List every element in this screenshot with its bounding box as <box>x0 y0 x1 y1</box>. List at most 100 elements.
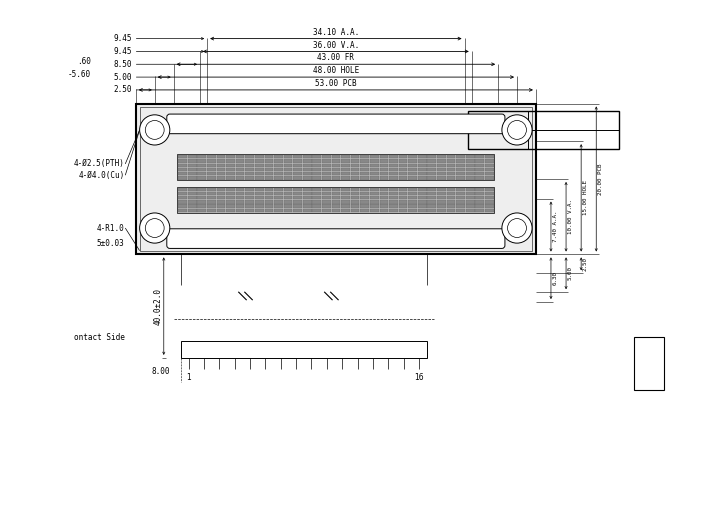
Bar <box>418 172 427 176</box>
Bar <box>379 192 388 195</box>
Bar <box>188 163 196 167</box>
Bar <box>466 168 475 171</box>
Bar <box>197 192 206 195</box>
Bar <box>466 176 475 180</box>
Bar <box>197 188 206 191</box>
Bar <box>351 200 359 204</box>
Bar <box>303 204 312 208</box>
Bar <box>447 204 455 208</box>
Bar <box>351 155 359 158</box>
Bar <box>351 188 359 191</box>
Bar <box>485 163 494 167</box>
Bar <box>351 196 359 199</box>
Bar <box>265 204 273 208</box>
Bar <box>217 200 225 204</box>
Bar <box>351 159 359 162</box>
Bar <box>361 200 369 204</box>
Bar <box>466 209 475 212</box>
Bar <box>188 204 196 208</box>
Bar <box>179 163 187 167</box>
Bar <box>236 163 244 167</box>
Bar <box>274 209 282 212</box>
Bar <box>322 209 331 212</box>
Bar <box>293 159 302 162</box>
Bar <box>418 159 427 162</box>
Bar <box>284 192 293 195</box>
Bar <box>361 209 369 212</box>
Bar <box>217 159 225 162</box>
Bar <box>437 209 446 212</box>
Bar <box>408 176 417 180</box>
Text: 15.00 HOLE: 15.00 HOLE <box>583 180 588 215</box>
Bar <box>197 196 206 199</box>
Bar <box>136 104 536 255</box>
Bar <box>379 176 388 180</box>
Bar <box>313 176 321 180</box>
Bar <box>447 163 455 167</box>
Bar <box>399 168 407 171</box>
Text: 40.0±2.0: 40.0±2.0 <box>153 288 162 325</box>
Bar <box>303 155 312 158</box>
Bar <box>313 209 321 212</box>
Bar <box>379 155 388 158</box>
Text: 43.00 FR: 43.00 FR <box>318 53 354 62</box>
Bar <box>408 159 417 162</box>
Bar <box>255 200 264 204</box>
Bar <box>485 200 494 204</box>
Bar <box>408 192 417 195</box>
Bar <box>389 159 398 162</box>
Bar <box>265 172 273 176</box>
Text: 8.50: 8.50 <box>113 60 132 69</box>
Text: 9.45: 9.45 <box>113 47 132 56</box>
Bar <box>475 209 484 212</box>
Text: 10.00 V.A.: 10.00 V.A. <box>568 199 573 234</box>
Bar <box>389 168 398 171</box>
Bar <box>284 155 293 158</box>
Bar <box>408 155 417 158</box>
Bar <box>475 176 484 180</box>
Bar <box>245 172 254 176</box>
Bar <box>313 196 321 199</box>
Bar <box>322 155 331 158</box>
Bar <box>303 159 312 162</box>
Bar <box>351 172 359 176</box>
Bar <box>447 188 455 191</box>
Bar <box>399 172 407 176</box>
Bar <box>332 196 341 199</box>
Bar <box>197 176 206 180</box>
Bar <box>456 188 465 191</box>
Circle shape <box>502 115 532 145</box>
Bar <box>332 163 341 167</box>
Bar <box>475 200 484 204</box>
Bar <box>245 188 254 191</box>
Bar <box>361 188 369 191</box>
Bar <box>265 188 273 191</box>
Bar <box>475 188 484 191</box>
Circle shape <box>502 213 532 243</box>
Bar <box>245 209 254 212</box>
Bar <box>236 188 244 191</box>
Bar <box>217 155 225 158</box>
Bar <box>408 209 417 212</box>
Bar <box>351 204 359 208</box>
Bar <box>485 192 494 195</box>
Bar <box>313 155 321 158</box>
Bar <box>207 204 216 208</box>
Text: 48.00 HOLE: 48.00 HOLE <box>313 66 359 75</box>
Bar <box>274 155 282 158</box>
Bar <box>313 200 321 204</box>
Bar <box>408 188 417 191</box>
Bar <box>485 196 494 199</box>
Bar <box>447 172 455 176</box>
Bar <box>284 209 293 212</box>
Bar <box>226 159 235 162</box>
Bar <box>217 188 225 191</box>
Bar <box>303 196 312 199</box>
Bar <box>313 188 321 191</box>
Bar <box>485 188 494 191</box>
Bar <box>303 188 312 191</box>
Text: -5.60: -5.60 <box>67 70 90 79</box>
Bar <box>341 204 350 208</box>
Text: 5±0.03: 5±0.03 <box>97 238 125 248</box>
Bar <box>313 204 321 208</box>
